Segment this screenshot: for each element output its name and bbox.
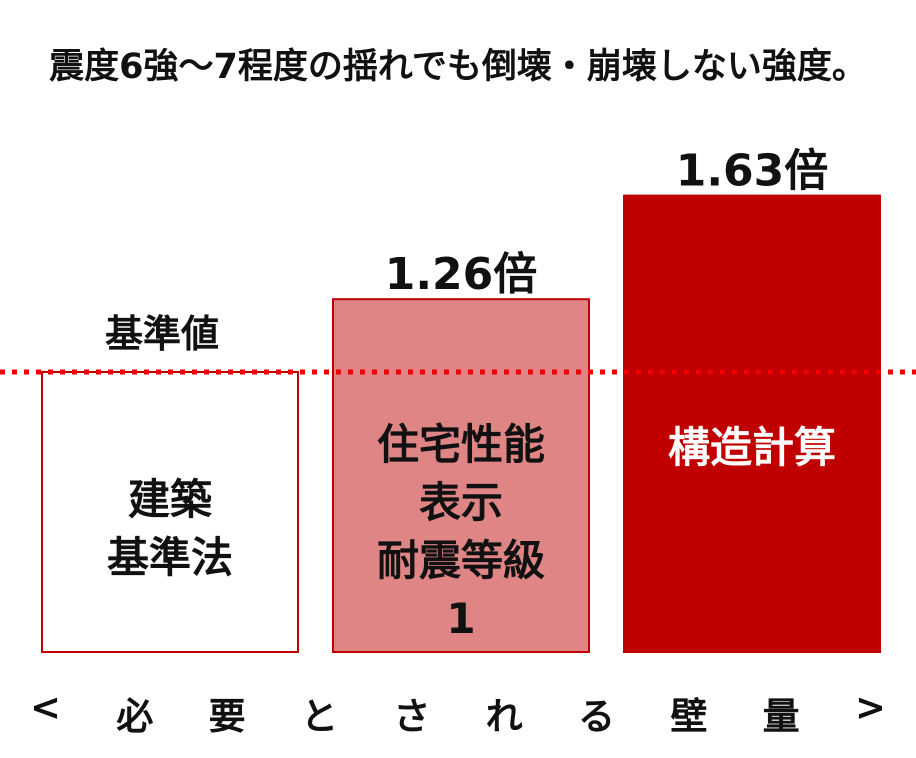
footer-char: 量 (762, 695, 800, 738)
chart-title: 震度6強～7程度の揺れでも倒壊・崩壊しない強度。 (49, 47, 867, 87)
footer-char: 壁 (670, 695, 708, 738)
bar (623, 194, 881, 653)
category-label: 基準法 (107, 533, 233, 582)
footer-caption: < 必 要 と さ れ る 壁 量 > (30, 686, 886, 740)
footer-char: > (854, 686, 886, 729)
footer-char: 必 (116, 695, 154, 738)
footer-char: さ (393, 695, 431, 738)
footer-char: る (577, 695, 615, 738)
category-label: 構造計算 (668, 423, 836, 472)
category-label: 住宅性能 (377, 420, 545, 469)
category-label: 表示 (419, 478, 503, 527)
footer-char: れ (485, 695, 523, 738)
data-label: 1.63倍 (676, 146, 829, 197)
data-label: 1.26倍 (385, 249, 538, 300)
footer-char: 要 (208, 695, 246, 738)
category-label: 建築 (128, 475, 213, 524)
footer-char: と (301, 695, 338, 738)
category-label: 1 (446, 594, 475, 643)
category-label: 耐震等級 (377, 536, 545, 585)
reference-line-label: 基準値 (105, 312, 219, 356)
bar (41, 371, 299, 653)
footer-char: < (30, 686, 62, 729)
bar (332, 298, 590, 653)
